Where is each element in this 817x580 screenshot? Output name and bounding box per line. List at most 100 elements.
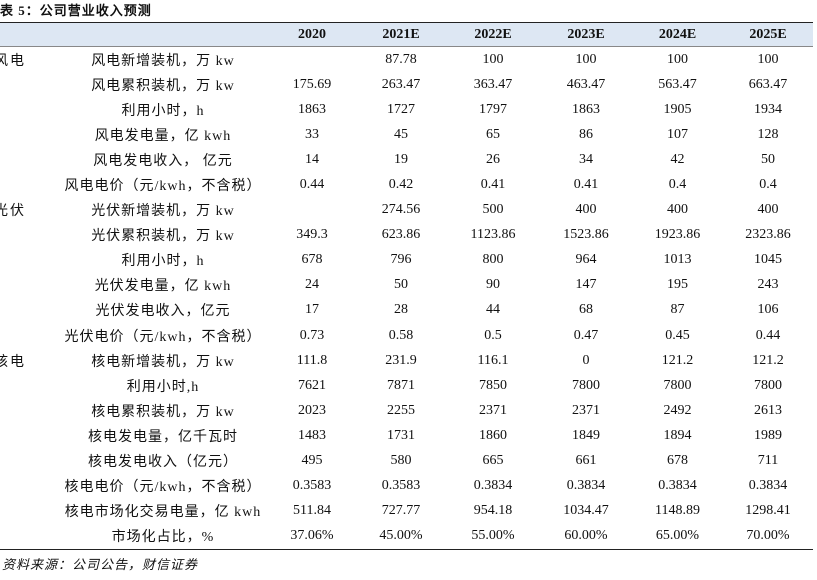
value-cell: 263.47 [381, 76, 421, 92]
source-note: 资料来源：公司公告，财信证券 [2, 557, 199, 572]
table-row: 风电累积装机，万 kw 175.69 263.47 363.47 463.47 563.4… [0, 72, 813, 97]
table-row: 市场化占比，% 37.06% 45.00% 55.00% 60.00% 65.00% 70.… [0, 523, 813, 550]
value-cell: 800 [482, 252, 504, 268]
group-cell: 风电 [0, 47, 58, 73]
column-header: 2024E [632, 22, 723, 47]
value-cell: 711 [757, 453, 779, 469]
value-cell: 1298.41 [745, 503, 791, 519]
value-cell: 100 [667, 51, 688, 67]
value-cell: 954.18 [473, 503, 513, 519]
row-label: 核电发电收入（亿元） [88, 455, 238, 471]
value-cell: 7871 [387, 377, 415, 393]
row-label: 利用小时，h [121, 254, 205, 270]
value-cell: 37.06% [268, 523, 356, 550]
value-cell: 665 [482, 453, 504, 469]
value-cell: 107 [667, 126, 688, 142]
value-cell: 0.42 [388, 177, 414, 193]
value-cell: 400 [757, 202, 779, 218]
group-cell [0, 223, 58, 248]
row-label: 光伏电价（元/kwh，不含税） [64, 329, 262, 345]
group-cell [0, 449, 58, 474]
table-row: 核电发电收入（亿元） 495 580 665 661 678 711 [0, 449, 813, 474]
value-cell: 116.1 [477, 352, 509, 368]
value-cell: 1894 [663, 427, 692, 443]
revenue-table: 2020 2021E 2022E 2023E 2024E 2025E 风电 风电新增装机，万… [0, 22, 813, 550]
value-cell: 33 [305, 126, 319, 142]
value-cell: 106 [757, 302, 779, 318]
value-cell: 24 [305, 277, 319, 293]
row-label: 利用小时，h [121, 103, 205, 119]
table-row: 核电电价（元/kwh，不含税） 0.3583 0.3583 0.3834 0.3834 0… [0, 474, 813, 499]
table-row: 光伏发电收入，亿元 17 28 44 68 87 106 [0, 298, 813, 323]
value-cell: 796 [390, 252, 412, 268]
group-cell [0, 147, 58, 172]
value-cell: 1860 [479, 427, 507, 443]
value-cell: 1863 [298, 101, 326, 117]
table-row: 核电累积装机，万 kw 2023 2255 2371 2371 2492 2613 [0, 398, 813, 423]
value-cell: 1989 [754, 427, 782, 443]
table-row: 风电电价（元/kwh，不含税） 0.44 0.42 0.41 0.41 0.4 0.4 [0, 172, 813, 197]
value-cell: 663.47 [748, 76, 788, 92]
value-cell: 1123.86 [470, 227, 516, 243]
value-cell: 580 [390, 453, 412, 469]
value-cell: 0 [582, 352, 590, 368]
value-cell: 1923.86 [654, 227, 701, 243]
value-cell: 0.3583 [292, 478, 332, 494]
value-cell: 349.3 [296, 227, 328, 243]
value-cell: 70.00% [723, 523, 813, 550]
group-name: 风电 [0, 53, 26, 69]
value-cell: 964 [575, 252, 597, 268]
value-cell: 678 [301, 252, 323, 268]
value-cell: 100 [757, 51, 779, 67]
value-cell: 1849 [572, 427, 600, 443]
value-cell: 14 [305, 151, 319, 167]
value-cell: 17 [305, 302, 319, 318]
header-row: 2020 2021E 2022E 2023E 2024E 2025E [0, 22, 813, 47]
row-label: 风电电价（元/kwh，不含税） [64, 179, 262, 195]
value-cell: 400 [575, 202, 597, 218]
table-body: 风电 风电新增装机，万 kw 87.78 100 100 100 100 风电累积装机，万 k… [0, 47, 813, 550]
value-cell: 87.78 [385, 51, 417, 67]
row-label: 核电累积装机，万 kw [91, 404, 235, 420]
group-cell [0, 248, 58, 273]
group-cell [0, 298, 58, 323]
value-cell: 68 [579, 302, 593, 318]
value-cell: 623.86 [381, 227, 421, 243]
table-row: 利用小时，h 1863 1727 1797 1863 1905 1934 [0, 97, 813, 122]
table-row: 利用小时，h 678 796 800 964 1013 1045 [0, 248, 813, 273]
table-row: 光伏累积装机，万 kw 349.3 623.86 1123.86 1523.86 1923… [0, 223, 813, 248]
value-cell: 1034.47 [563, 503, 609, 519]
row-label: 核电新增装机，万 kw [91, 354, 235, 370]
column-header: 2025E [723, 22, 813, 47]
group-cell [0, 97, 58, 122]
value-cell: 678 [667, 453, 688, 469]
value-cell: 42 [670, 151, 685, 167]
value-cell: 1797 [479, 101, 507, 117]
value-cell: 0.3834 [748, 478, 788, 494]
column-header: 2021E [356, 22, 446, 47]
table-row: 核电发电量，亿千瓦时 1483 1731 1860 1849 1894 1989 [0, 423, 813, 448]
value-cell: 661 [575, 453, 597, 469]
row-label: 风电发电量，亿 kwh [94, 128, 232, 144]
row-label: 光伏发电量，亿 kwh [94, 279, 232, 295]
value-cell: 1934 [754, 101, 782, 117]
group-cell [0, 72, 58, 97]
value-cell: 28 [394, 302, 408, 318]
table-row: 核电市场化交易电量，亿 kwh 511.84 727.77 954.18 1034.47… [0, 499, 813, 524]
table-row: 核电 核电新增装机，万 kw 111.8 231.9 116.1 0 121.2 121.2 [0, 348, 813, 373]
value-cell: 7800 [754, 377, 782, 393]
value-cell: 65 [486, 126, 500, 142]
value-cell: 495 [301, 453, 323, 469]
row-label: 风电新增装机，万 kw [91, 53, 235, 69]
value-cell: 0.45 [665, 327, 690, 343]
row-label: 利用小时,h [126, 379, 200, 395]
value-cell: 0.4 [759, 177, 777, 193]
table-row: 风电发电量，亿 kwh 33 45 65 86 107 128 [0, 122, 813, 147]
group-cell [0, 398, 58, 423]
table-row: 风电发电收入， 亿元 14 19 26 34 42 50 [0, 147, 813, 172]
value-cell: 1863 [572, 101, 600, 117]
value-cell: 7621 [298, 377, 326, 393]
value-cell: 50 [394, 277, 408, 293]
value-cell: 1045 [754, 252, 782, 268]
column-header: 2023E [540, 22, 632, 47]
